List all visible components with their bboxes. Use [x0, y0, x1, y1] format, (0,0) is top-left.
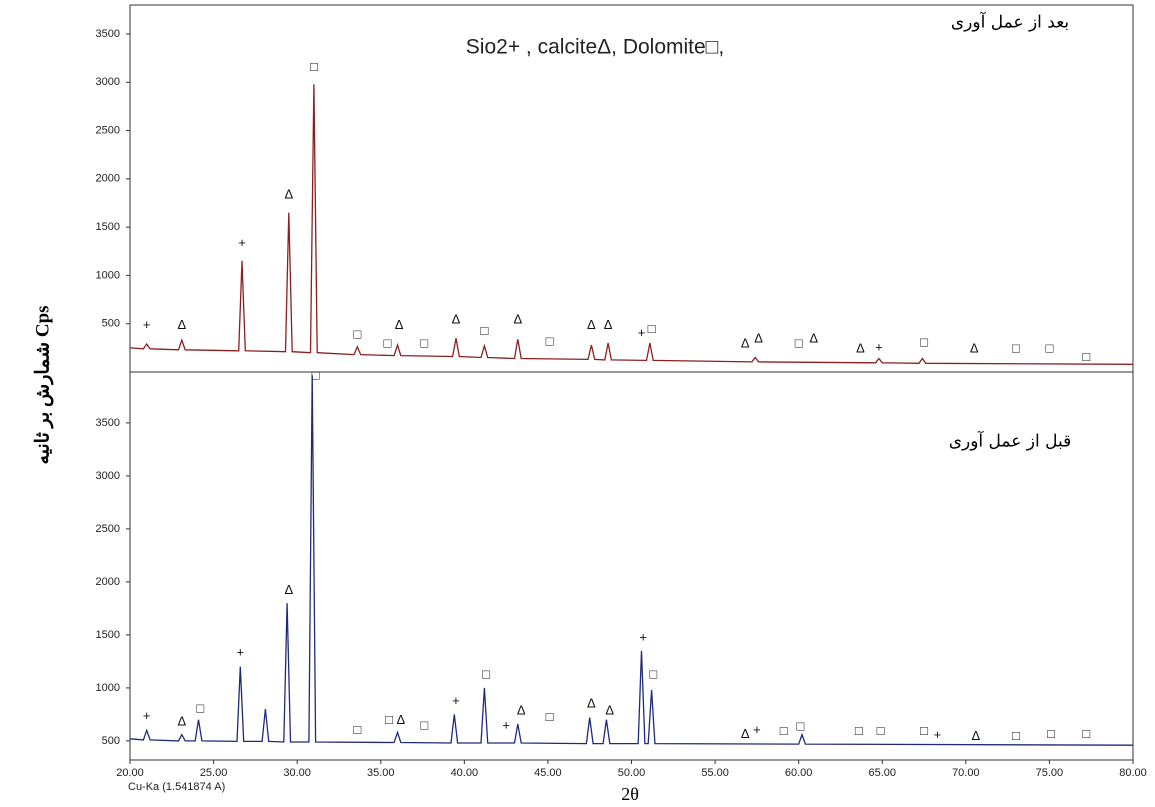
peak-marker: Δ [604, 317, 613, 332]
x-tick-label: 35.00 [367, 767, 395, 779]
x-tick-label: 70.00 [952, 767, 980, 779]
plot-frame [129, 4, 1134, 373]
peak-marker: □ [482, 667, 490, 682]
peak-marker: □ [353, 327, 361, 342]
y-tick-label: 3000 [96, 76, 120, 88]
y-axis-label: شمارش بر ثانیه Cps [32, 305, 53, 464]
peak-marker: + [875, 339, 883, 354]
y-tick-label: 1000 [96, 269, 120, 281]
peak-marker: □ [920, 723, 928, 738]
peak-marker: □ [796, 719, 804, 734]
peak-marker: + [638, 325, 646, 340]
xrd-line [129, 84, 1134, 365]
x-tick-label: 75.00 [1036, 767, 1064, 779]
peak-marker: Δ [754, 331, 763, 346]
x-tick-label: 50.00 [618, 767, 646, 779]
y-tick-label: 3000 [96, 470, 120, 482]
peak-marker: □ [312, 368, 320, 383]
peak-marker: □ [546, 709, 554, 724]
x-tick-label: 20.00 [116, 767, 144, 779]
x-tick-label: 40.00 [451, 767, 479, 779]
peak-marker: Δ [605, 703, 614, 718]
peak-marker: Δ [284, 187, 293, 202]
peak-marker: Δ [741, 726, 750, 741]
peak-marker: □ [780, 723, 788, 738]
peak-marker: + [639, 630, 647, 645]
peak-marker: + [452, 693, 460, 708]
panel-label: قبل از عمل آوری [949, 430, 1072, 452]
peak-marker: □ [1012, 340, 1020, 355]
peak-marker: □ [353, 722, 361, 737]
peak-marker: Δ [284, 582, 293, 597]
y-tick-label: 1000 [96, 682, 120, 694]
radiation-note: Cu-Ka (1.541874 A) [128, 781, 225, 793]
peak-marker: Δ [587, 695, 596, 710]
peak-marker: □ [877, 723, 885, 738]
peak-marker: + [237, 644, 245, 659]
peak-marker: + [934, 727, 942, 742]
peak-marker: Δ [395, 317, 404, 332]
peak-marker: □ [1045, 340, 1053, 355]
x-tick-label: 80.00 [1119, 767, 1147, 779]
x-tick-label: 30.00 [283, 767, 311, 779]
x-tick-label: 60.00 [785, 767, 813, 779]
y-tick-label: 3500 [96, 417, 120, 429]
peak-marker: □ [420, 718, 428, 733]
peak-marker: Δ [970, 340, 979, 355]
peak-marker: + [502, 718, 510, 733]
x-tick-label: 45.00 [534, 767, 562, 779]
peak-marker: Δ [452, 311, 461, 326]
y-tick-label: 3500 [96, 28, 120, 40]
peak-marker: □ [1047, 726, 1055, 741]
peak-marker: Δ [587, 317, 596, 332]
peak-marker: □ [1082, 726, 1090, 741]
peak-marker: □ [385, 712, 393, 727]
peak-marker: Δ [856, 340, 865, 355]
x-axis-label: 2θ [621, 784, 639, 804]
peak-marker: □ [480, 323, 488, 338]
peak-marker: □ [920, 334, 928, 349]
y-tick-label: 2500 [96, 523, 120, 535]
y-tick-label: 1500 [96, 629, 120, 641]
peak-marker: + [238, 235, 246, 250]
peak-marker: + [143, 317, 151, 332]
peak-marker: □ [1082, 349, 1090, 364]
y-tick-label: 1500 [96, 221, 120, 233]
peak-marker: □ [546, 333, 554, 348]
plot-frame [129, 371, 1134, 761]
peak-marker: □ [196, 701, 204, 716]
x-tick-label: 25.00 [200, 767, 228, 779]
y-tick-label: 500 [102, 735, 120, 747]
xrd-line [129, 375, 1134, 746]
peak-marker: □ [648, 321, 656, 336]
y-tick-label: 500 [102, 318, 120, 330]
peak-marker: □ [310, 59, 318, 74]
peak-marker: □ [649, 667, 657, 682]
peak-marker: □ [855, 723, 863, 738]
peak-marker: + [753, 722, 761, 737]
peak-marker: Δ [972, 728, 981, 743]
y-tick-label: 2500 [96, 124, 120, 136]
peak-marker: □ [795, 335, 803, 350]
peak-marker: □ [384, 335, 392, 350]
peak-marker: Δ [177, 317, 186, 332]
y-tick-label: 2000 [96, 576, 120, 588]
y-tick-label: 2000 [96, 173, 120, 185]
peak-marker: + [143, 708, 151, 723]
panel-label: بعد از عمل آوری [951, 11, 1069, 33]
peak-marker: Δ [741, 335, 750, 350]
peak-marker: □ [420, 335, 428, 350]
legend-text: Sio2+ , calciteΔ, Dolomite□, [466, 36, 724, 59]
x-tick-label: 55.00 [701, 767, 729, 779]
peak-marker: □ [1012, 728, 1020, 743]
peak-marker: Δ [177, 713, 186, 728]
x-tick-label: 65.00 [868, 767, 896, 779]
peak-marker: Δ [809, 331, 818, 346]
peak-marker: Δ [396, 712, 405, 727]
peak-marker: Δ [513, 311, 522, 326]
peak-marker: Δ [517, 703, 526, 718]
